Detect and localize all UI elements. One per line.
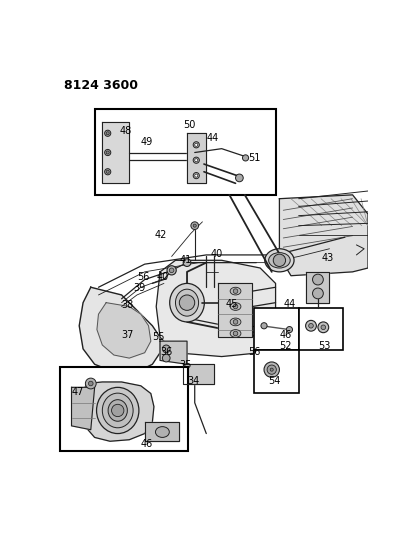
Ellipse shape (102, 393, 133, 428)
Circle shape (193, 173, 199, 179)
Text: 41: 41 (179, 255, 191, 265)
Circle shape (162, 345, 170, 353)
Text: 45: 45 (225, 299, 237, 309)
Circle shape (194, 159, 197, 161)
Text: 35: 35 (179, 360, 191, 370)
Polygon shape (306, 272, 329, 303)
Circle shape (162, 354, 170, 362)
Text: 42: 42 (154, 230, 166, 239)
Text: 38: 38 (121, 301, 133, 310)
Polygon shape (79, 287, 160, 372)
Circle shape (166, 265, 176, 275)
Circle shape (308, 324, 312, 328)
Text: 54: 54 (267, 376, 280, 386)
Circle shape (106, 132, 109, 135)
Polygon shape (71, 387, 94, 430)
Circle shape (193, 142, 199, 148)
Polygon shape (156, 260, 275, 357)
Circle shape (104, 168, 110, 175)
Circle shape (194, 174, 197, 177)
Circle shape (191, 222, 198, 230)
Text: 56: 56 (137, 272, 149, 282)
Circle shape (312, 288, 323, 299)
Ellipse shape (229, 303, 240, 310)
Text: 47: 47 (71, 387, 84, 398)
Circle shape (285, 327, 292, 333)
Circle shape (235, 174, 243, 182)
Circle shape (106, 170, 109, 173)
Text: 46: 46 (140, 439, 153, 449)
Ellipse shape (268, 253, 290, 268)
Circle shape (317, 322, 328, 333)
Ellipse shape (155, 426, 169, 438)
Circle shape (233, 289, 237, 294)
Circle shape (179, 295, 194, 310)
Text: 44: 44 (283, 299, 295, 309)
Circle shape (242, 155, 248, 161)
Text: 52: 52 (279, 341, 291, 351)
Bar (254, 350, 298, 393)
Ellipse shape (264, 249, 293, 272)
Circle shape (104, 149, 110, 156)
Text: 37: 37 (121, 329, 134, 340)
Text: 48: 48 (120, 126, 132, 135)
Polygon shape (279, 195, 367, 276)
Circle shape (272, 254, 285, 266)
Bar (60, 367, 187, 451)
Ellipse shape (108, 400, 127, 421)
Ellipse shape (229, 329, 240, 337)
Circle shape (111, 405, 124, 417)
Text: 43: 43 (321, 253, 333, 263)
Circle shape (305, 320, 316, 331)
Text: 44: 44 (206, 133, 218, 143)
Polygon shape (81, 382, 153, 441)
Ellipse shape (96, 387, 139, 433)
Text: 40: 40 (156, 272, 168, 282)
Text: 50: 50 (183, 120, 195, 130)
Polygon shape (102, 122, 129, 183)
Bar (254, 308, 298, 350)
Circle shape (270, 368, 273, 371)
Circle shape (106, 151, 109, 154)
Circle shape (320, 325, 325, 329)
Text: 56: 56 (248, 348, 261, 357)
Circle shape (88, 381, 93, 386)
Text: 36: 36 (160, 348, 172, 357)
Circle shape (260, 322, 266, 329)
Text: 51: 51 (248, 152, 261, 163)
Circle shape (263, 362, 279, 377)
Polygon shape (160, 341, 187, 364)
Ellipse shape (229, 287, 240, 295)
Circle shape (266, 365, 276, 374)
Text: 49: 49 (140, 137, 153, 147)
Ellipse shape (169, 284, 204, 322)
Text: 46: 46 (279, 329, 291, 340)
Circle shape (85, 378, 96, 389)
Ellipse shape (229, 318, 240, 326)
Text: 39: 39 (133, 284, 145, 293)
Circle shape (194, 143, 197, 147)
Text: 8124 3600: 8124 3600 (64, 79, 137, 92)
Circle shape (169, 268, 173, 273)
Circle shape (104, 130, 110, 136)
Bar (298, 308, 342, 350)
Circle shape (193, 157, 199, 163)
Polygon shape (183, 364, 213, 384)
Text: 40: 40 (210, 249, 222, 259)
Ellipse shape (175, 289, 198, 316)
Circle shape (233, 304, 237, 309)
Circle shape (233, 331, 237, 336)
Polygon shape (217, 284, 252, 337)
Polygon shape (97, 303, 151, 358)
Polygon shape (187, 133, 206, 183)
Circle shape (193, 224, 196, 227)
Circle shape (312, 274, 323, 285)
Circle shape (233, 320, 237, 324)
Text: 53: 53 (317, 341, 330, 351)
Text: 55: 55 (152, 332, 164, 342)
Bar (94, 109, 275, 195)
Circle shape (183, 259, 191, 266)
Text: 34: 34 (187, 376, 199, 386)
Polygon shape (144, 422, 179, 441)
